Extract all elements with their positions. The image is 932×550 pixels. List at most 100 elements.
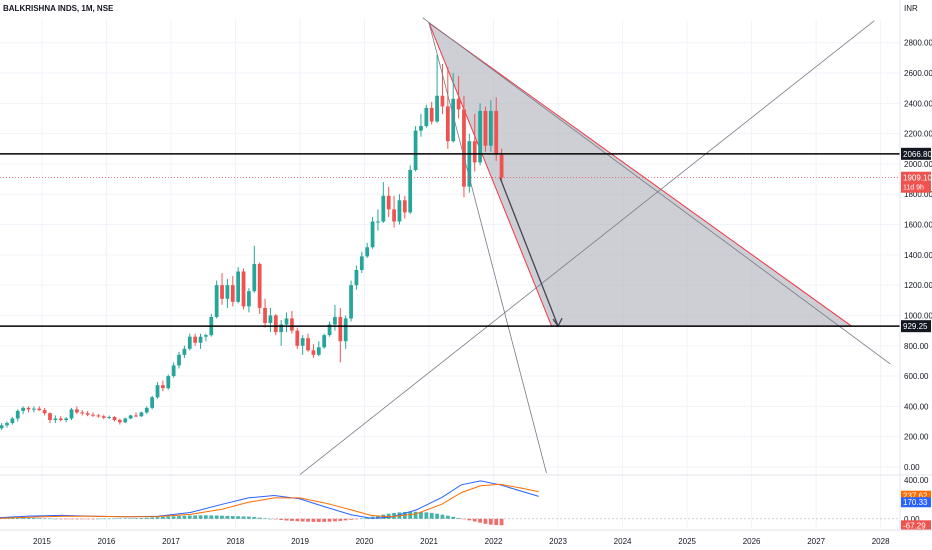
macd-histogram-bar (483, 518, 488, 524)
candle-body (187, 336, 192, 349)
candle-body (21, 407, 25, 411)
price-tick-label: 1600.00 (904, 221, 932, 230)
candle-body (58, 418, 63, 420)
macd-histogram-bar (236, 516, 241, 519)
candle-body (386, 195, 391, 210)
candle-body (392, 209, 396, 222)
candle-body (300, 338, 305, 346)
macd-histogram-bar (80, 518, 85, 520)
macd-histogram-bar (74, 518, 79, 520)
time-tick-label: 2024 (614, 537, 632, 546)
time-tick-label: 2026 (743, 537, 761, 546)
candle-body (236, 271, 241, 302)
time-tick-label: 2020 (356, 537, 374, 546)
macd-histogram-bar (494, 518, 499, 526)
macd-histogram-bar (338, 518, 343, 521)
candle-body (424, 107, 429, 127)
candle-body (327, 324, 332, 336)
price-axis[interactable]: 0.00 200.00 400.00 600.00 800.00 1000.00 1200.… (901, 39, 932, 472)
candle-body (241, 271, 246, 307)
indicator-value-tag (901, 490, 931, 501)
macd-histogram-bar (166, 516, 171, 519)
level-price-label: 2066.80 (903, 150, 932, 159)
macd-histogram-bar (467, 518, 472, 521)
candle-body (74, 409, 79, 413)
candle-body (193, 336, 198, 343)
macd-histogram-bar (134, 518, 138, 519)
candle-body (42, 410, 47, 414)
candle-body (48, 413, 52, 420)
indicator-value-label: 170.33 (903, 498, 928, 507)
candle-body (96, 415, 101, 417)
signal-line (0, 483, 539, 519)
candle-body (499, 154, 504, 178)
candle-body (252, 263, 257, 292)
macd-histogram-bar (456, 518, 461, 519)
candle-body (343, 318, 348, 342)
macd-histogram-bar (198, 515, 203, 519)
time-tick-label: 2021 (420, 537, 438, 546)
macd-histogram-bar (424, 512, 429, 519)
candle-body (155, 385, 160, 398)
macd-histogram-bar (118, 518, 122, 519)
candle-body (263, 307, 267, 324)
candle-body (413, 130, 418, 170)
macd-histogram-bar (241, 516, 246, 519)
candle-body (134, 415, 138, 417)
macd-histogram-bar (354, 518, 359, 520)
macd-histogram-bar (214, 515, 219, 519)
candle-body (467, 141, 472, 187)
candle-body (112, 416, 117, 420)
candle-body (284, 318, 289, 325)
time-axis[interactable]: 2015 2016 2017 2018 2019 2020 2021 2022 2023 2024… (33, 537, 890, 546)
macd-histogram-bar (193, 515, 198, 519)
candle-body (429, 107, 434, 122)
candle-body (171, 365, 176, 377)
candle-body (64, 418, 69, 420)
macd-histogram-bar (359, 518, 364, 519)
macd-histogram-bar (48, 518, 52, 520)
candle-body (273, 315, 278, 333)
macd-histogram-bar (413, 511, 418, 519)
candle-body (268, 315, 273, 324)
price-tick-label: 600.00 (904, 372, 929, 381)
falling-trendline (422, 17, 891, 365)
candle-body (322, 335, 327, 348)
macd-histogram-bar (252, 517, 257, 519)
candle-body (166, 376, 171, 389)
time-tick-label: 2018 (227, 537, 245, 546)
candle-body (349, 285, 353, 319)
macd-histogram-bar (26, 517, 31, 519)
macd-histogram-bar (69, 518, 74, 520)
candle-body (279, 324, 284, 333)
time-tick-label: 2016 (98, 537, 116, 546)
time-tick-label: 2027 (807, 537, 825, 546)
price-tick-label: 1200.00 (904, 281, 932, 290)
macd-histogram-bar (220, 515, 224, 519)
macd-histogram-bar (230, 516, 235, 519)
candle-body (370, 221, 375, 248)
level-price-tag (901, 320, 931, 333)
macd-histogram-bar (451, 516, 456, 519)
macd-histogram-bar (284, 518, 289, 521)
macd-histogram-bar (182, 515, 187, 519)
indicator-value-tag (901, 520, 931, 531)
candle-body (31, 408, 36, 410)
macd-histogram-bar (290, 518, 294, 521)
candle-body (107, 416, 112, 418)
candle-body (204, 335, 208, 337)
price-tick-label: 1000.00 (904, 311, 932, 320)
price-tick-label: 2400.00 (904, 99, 932, 108)
macd-histogram-bar (101, 518, 106, 520)
candle-body (440, 95, 445, 107)
macd-histogram-bar (155, 517, 160, 519)
candle-body (225, 285, 230, 299)
macd-histogram-bar (440, 514, 445, 519)
candle-body (359, 256, 364, 270)
candle-body (128, 415, 133, 419)
candle-body (483, 110, 488, 146)
time-tick-label: 2022 (485, 537, 503, 546)
macd-histogram-bar (365, 517, 370, 519)
